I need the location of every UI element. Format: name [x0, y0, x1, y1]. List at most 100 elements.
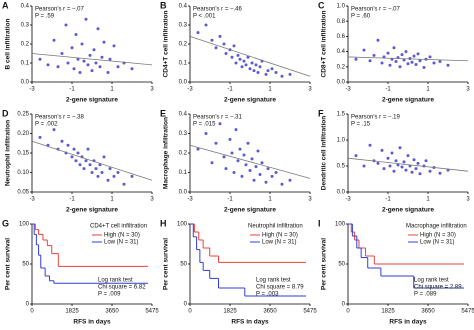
y-tick-label: 0.4	[179, 4, 188, 10]
point	[376, 38, 380, 42]
point	[254, 63, 258, 67]
y-tick-label: 0	[26, 302, 30, 308]
x-tick-label: 3	[308, 87, 312, 93]
x-tick-label: 1	[426, 87, 430, 93]
x-tick-label: 3	[150, 87, 154, 93]
y-axis-label: Macrophage infiltration	[163, 117, 170, 189]
point	[60, 52, 64, 55]
x-tick-label: 1	[268, 87, 272, 93]
point	[270, 174, 274, 178]
point	[270, 67, 274, 71]
point	[234, 61, 238, 65]
point	[428, 55, 432, 59]
y-tick-label: 0.15	[17, 151, 29, 157]
panel-title: Macrophage infiltration	[406, 224, 467, 230]
point	[116, 65, 120, 69]
point	[108, 57, 112, 61]
y-tick-label: 0.0	[337, 190, 346, 196]
x-tick-label: 1825	[65, 309, 79, 315]
point	[240, 174, 244, 178]
point	[228, 137, 232, 141]
point	[280, 182, 284, 186]
point	[252, 178, 256, 182]
point	[240, 65, 244, 69]
x-axis-label: 2-gene signature	[224, 97, 276, 104]
point	[122, 182, 126, 186]
y-tick-label: 0.0	[21, 80, 30, 86]
x-tick-label: 5475	[145, 309, 159, 315]
x-axis-label: 2-gene signature	[66, 207, 118, 214]
annotation: P = .59	[35, 14, 55, 20]
y-tick-label: 100	[335, 222, 346, 228]
annotation: Pearson's r = −.31	[193, 115, 243, 121]
point	[394, 159, 398, 163]
point	[288, 72, 292, 76]
x-tick-label: 3650	[105, 309, 119, 315]
point	[52, 128, 56, 132]
panel-title: Neutrophil infiltration	[248, 224, 303, 230]
y-tick-label: 0.1	[179, 61, 188, 67]
point	[256, 71, 260, 74]
y-axis-label: Per cent survival	[163, 238, 170, 290]
point	[394, 59, 398, 63]
annotation: Pearson's r = −.07	[35, 7, 85, 13]
point	[66, 143, 70, 147]
annotation: P = .60	[351, 14, 371, 20]
point	[400, 53, 404, 57]
point	[92, 48, 96, 52]
panel-label: H	[160, 218, 167, 228]
point	[248, 169, 252, 173]
panel-label: D	[2, 108, 9, 118]
point	[354, 154, 358, 158]
point	[232, 171, 236, 174]
y-tick-label: 50	[180, 262, 187, 268]
point	[218, 122, 222, 126]
annotation: Chi square = 6.82	[98, 285, 146, 291]
y-tick-label: 0.3	[179, 131, 188, 137]
point	[38, 135, 42, 139]
point	[266, 69, 270, 73]
point	[236, 53, 240, 57]
point	[102, 155, 106, 159]
point	[398, 146, 402, 150]
point	[418, 59, 422, 63]
point	[402, 160, 406, 164]
point	[380, 61, 384, 65]
point	[254, 165, 258, 169]
trend-line	[347, 56, 469, 62]
x-tick-label: 3	[308, 197, 312, 203]
point	[386, 156, 390, 160]
point	[224, 167, 228, 171]
y-tick-label: 0.4	[337, 49, 346, 55]
annotation: P = .009	[98, 292, 121, 298]
point	[362, 164, 366, 168]
panel-label: F	[318, 108, 324, 118]
point	[78, 71, 82, 74]
point	[372, 53, 376, 57]
point	[82, 59, 86, 63]
point	[408, 56, 412, 60]
y-tick-label: 0.0	[337, 80, 346, 86]
point	[258, 172, 262, 176]
x-tick-label: 1	[426, 197, 430, 203]
y-tick-label: 0	[342, 302, 346, 308]
y-axis-label: B cell infiltration	[5, 19, 12, 70]
annotation: Pearson's r = −.19	[351, 115, 401, 121]
point	[406, 62, 410, 66]
point	[416, 52, 420, 56]
point	[396, 163, 400, 167]
y-tick-label: 0	[184, 302, 188, 308]
y-tick-label: 0.4	[21, 4, 30, 10]
x-tick-label: 1	[268, 197, 272, 203]
y-tick-label: 1.5	[337, 112, 346, 118]
y-axis-label: CD8+T cell infiltration	[321, 10, 328, 77]
point	[98, 65, 102, 69]
point	[234, 128, 238, 132]
x-tick-label: -1	[69, 87, 75, 93]
point	[106, 71, 110, 74]
point	[130, 67, 134, 71]
point	[414, 63, 418, 67]
annotation: P = .002	[35, 122, 58, 128]
y-tick-label: 1.0	[337, 4, 346, 10]
point	[392, 169, 396, 173]
